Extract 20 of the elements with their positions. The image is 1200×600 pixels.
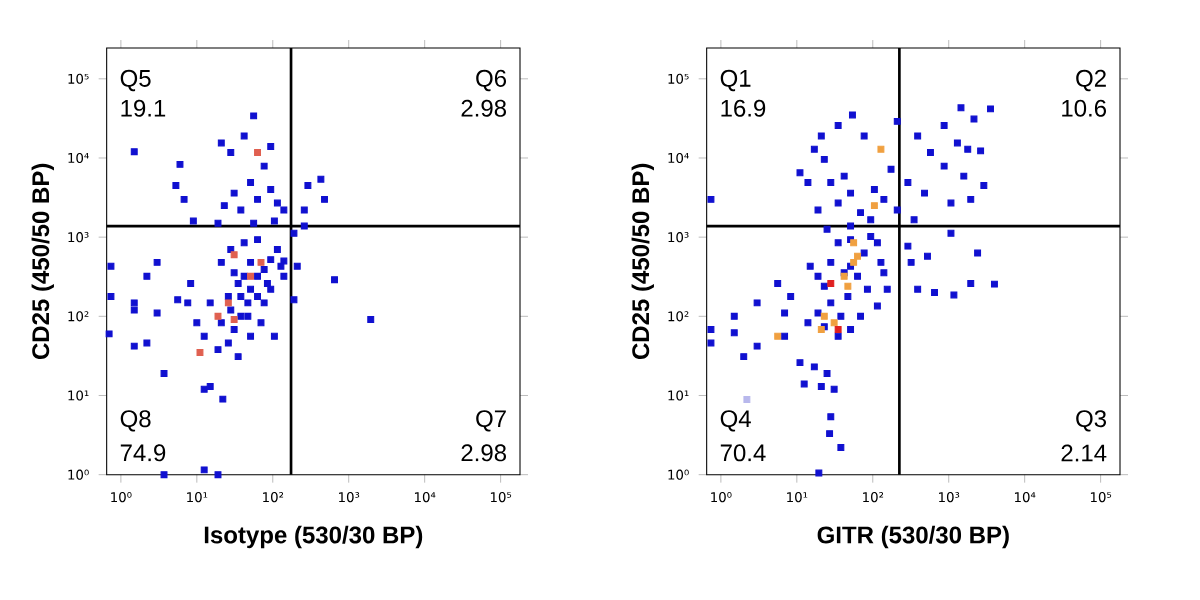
annotation: 70.4 [720,444,766,462]
annotation: Q3 [1076,410,1107,432]
annotation: 2.14 [1061,444,1107,462]
annotation: 10.6 [1062,99,1107,117]
x-axis-title: Isotype (530/30 BP) [204,525,423,549]
annotation: Q8 [120,410,151,432]
y-axis-title: CD25 (450/50 BP) [31,163,54,360]
annotation: 2.98 [461,444,507,462]
annotation: Q5 [120,69,151,92]
annotation: Q4 [720,410,751,432]
annotation: 16.9 [721,99,766,117]
annotation: 2.98 [461,99,507,117]
annotation: 74.9 [120,444,166,462]
y-axis-title: CD25 (450/50 BP) [631,163,654,360]
annotation: Q7 [476,410,506,432]
annotation: Q2 [1076,69,1106,92]
annotation: 19.1 [121,99,166,117]
x-axis-title: GITR (530/30 BP) [817,525,1009,549]
annotation: Q1 [720,69,751,92]
annotation: Q6 [476,69,507,92]
